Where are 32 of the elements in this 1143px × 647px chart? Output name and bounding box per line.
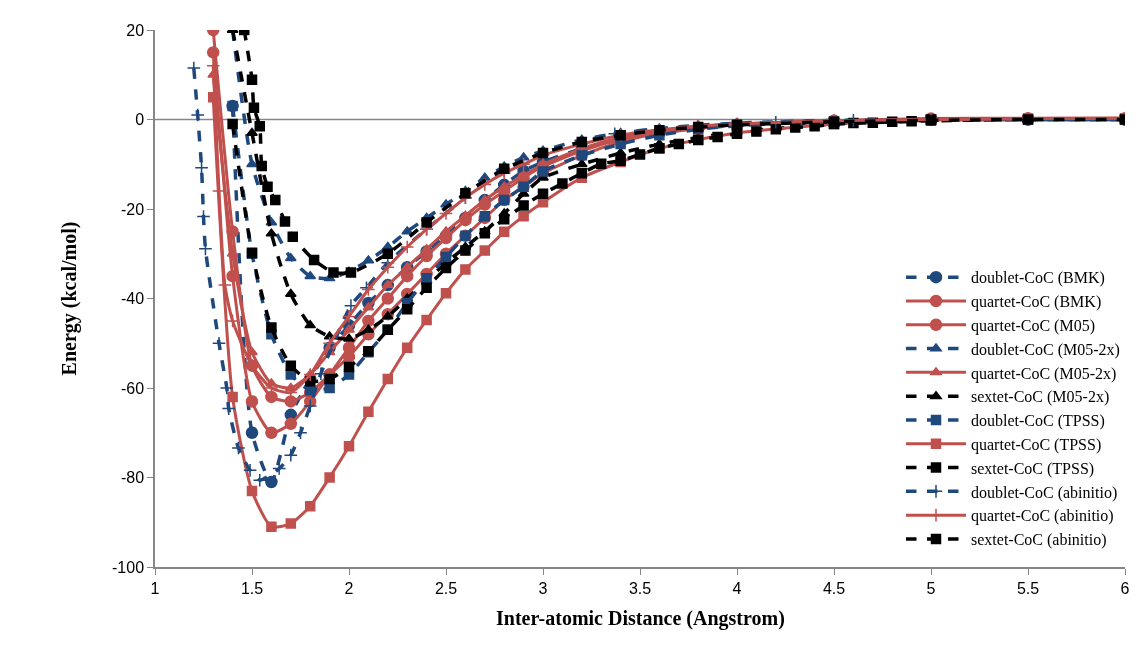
y-tick-label: -40 <box>120 290 145 308</box>
legend-label: quartet-CoC (TPSS) <box>971 436 1102 454</box>
y-tick-label: -80 <box>120 469 145 487</box>
x-tick-label: 4 <box>732 579 742 597</box>
x-tick-label: 3.5 <box>628 579 652 597</box>
legend-label: doublet-CoC (abinitio) <box>971 483 1118 502</box>
legend-label: sextet-CoC (abinitio) <box>971 531 1107 550</box>
legend-label: quartet-CoC (abinitio) <box>971 507 1114 526</box>
legend-label: quartet-CoC (M05) <box>971 317 1095 335</box>
x-tick-label: 5.5 <box>1016 579 1040 597</box>
x-tick-label: 2 <box>344 579 354 597</box>
legend-label: doublet-CoC (TPSS) <box>971 412 1105 431</box>
y-tick-label: 20 <box>126 21 145 39</box>
x-tick-label: 4.5 <box>822 579 846 597</box>
x-tick-label: 1.5 <box>240 579 264 597</box>
x-tick-label: 2.5 <box>434 579 458 597</box>
x-tick-label: 3 <box>538 579 548 597</box>
y-tick-label: 0 <box>135 111 145 129</box>
legend-label: doublet-CoC (M05-2x) <box>971 340 1120 359</box>
y-axis-title: Energy (kcal/mol) <box>58 221 82 376</box>
x-tick-label: 1 <box>150 579 160 597</box>
legend-label: quartet-CoC (M05-2x) <box>971 364 1117 383</box>
x-tick-label: 6 <box>1120 579 1130 597</box>
x-tick-label: 5 <box>926 579 936 597</box>
y-tick-label: -60 <box>120 379 145 397</box>
y-tick-label: -100 <box>112 558 145 576</box>
y-tick-label: -20 <box>120 200 145 218</box>
legend-label: sextet-CoC (M05-2x) <box>971 388 1110 407</box>
legend-label: quartet-CoC (BMK) <box>971 293 1102 312</box>
legend-label: doublet-CoC (BMK) <box>971 269 1105 288</box>
x-axis-title: Inter-atomic Distance (Angstrom) <box>496 607 785 630</box>
legend-label: sextet-CoC (TPSS) <box>971 459 1095 478</box>
